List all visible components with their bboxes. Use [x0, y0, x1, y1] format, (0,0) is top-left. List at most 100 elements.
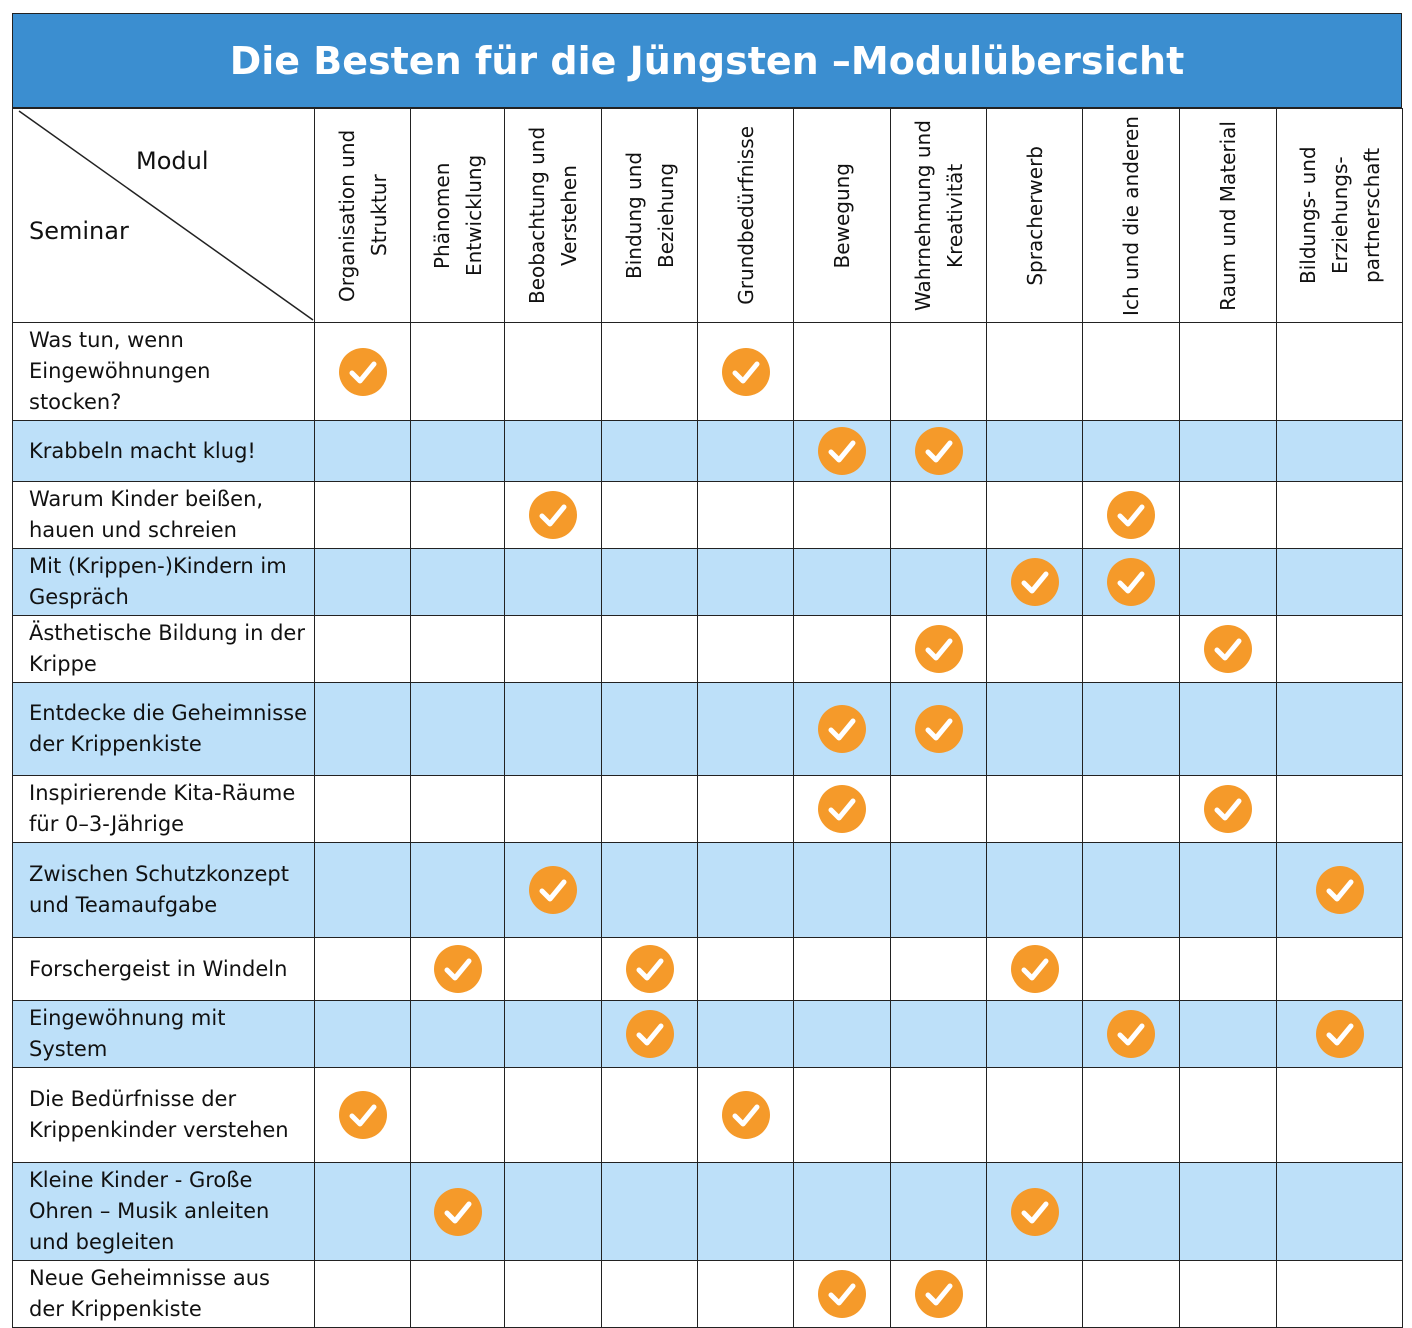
- module-header: Ich und die anderen: [1082, 108, 1180, 323]
- module-cell: [697, 1000, 794, 1068]
- page-title: Die Besten für die Jüngsten –Modulübersi…: [229, 38, 1185, 83]
- check-icon: [1010, 1187, 1059, 1236]
- module-cell: [314, 1067, 411, 1163]
- module-header: Bindung und Beziehung: [601, 108, 698, 323]
- module-cell: [1082, 1067, 1180, 1163]
- module-cell: [1276, 322, 1403, 421]
- check-icon: [338, 1091, 387, 1139]
- table-body: Was tun, wenn Eingewöhnungen stocken? Kra…: [12, 322, 1403, 1328]
- module-cell: [986, 481, 1083, 549]
- check-icon: [1010, 945, 1059, 993]
- module-cell: [1276, 842, 1403, 938]
- table-row: Neue Geheimnisse aus der Krippenkiste: [12, 1260, 1403, 1328]
- module-cell: [410, 937, 505, 1001]
- table-row: Die Bedürfnisse der Krippenkinder verste…: [12, 1067, 1403, 1163]
- check-icon: [721, 347, 770, 396]
- check-icon: [338, 347, 387, 396]
- table-row: Entdecke die Geheimnisse der Krippenkist…: [12, 682, 1403, 776]
- check-icon: [433, 1187, 482, 1236]
- table-row: Zwischen Schutzkonzept und Teamaufgabe: [12, 842, 1403, 938]
- table-row: Eingewöhnung mit System: [12, 1000, 1403, 1068]
- module-cell: [986, 420, 1083, 482]
- module-cell: [890, 322, 987, 421]
- seminar-name: Eingewöhnung mit System: [12, 1000, 315, 1068]
- module-cell: [504, 322, 602, 421]
- module-cell: [1082, 1000, 1180, 1068]
- module-cell: [793, 1162, 891, 1261]
- module-cell: [890, 775, 987, 843]
- check-icon: [914, 625, 963, 673]
- module-cell: [1082, 322, 1180, 421]
- check-icon: [914, 427, 963, 475]
- seminar-name: Warum Kinder beißen, hauen und schreien: [12, 481, 315, 549]
- module-cell: [504, 481, 602, 549]
- module-label: Phänomen Entwicklung: [429, 154, 486, 277]
- module-cell: [986, 937, 1083, 1001]
- module-cell: [890, 1000, 987, 1068]
- check-icon: [1107, 491, 1155, 539]
- module-cell: [601, 775, 698, 843]
- module-label: Wahrnehmung und Kreativität: [910, 120, 967, 311]
- table-row: Inspirierende Kita-Räume für 0–3-Jährige: [12, 775, 1403, 843]
- module-cell: [504, 1260, 602, 1328]
- module-cell: [601, 481, 698, 549]
- module-cell: [697, 1067, 794, 1163]
- module-label: Grundbedürfnisse: [733, 126, 758, 305]
- seminar-label: Seminar: [29, 217, 129, 245]
- module-cell: [697, 1162, 794, 1261]
- module-cell: [1082, 615, 1180, 683]
- module-cell: [1276, 775, 1403, 843]
- module-label: Raum und Material: [1216, 120, 1240, 311]
- module-cell: [890, 420, 987, 482]
- module-cell: [697, 548, 794, 616]
- check-icon: [529, 866, 577, 914]
- module-header: Beobachtung und Verstehen: [504, 108, 602, 323]
- seminar-name: Inspirierende Kita-Räume für 0–3-Jährige: [12, 775, 315, 843]
- check-icon: [433, 945, 482, 993]
- module-cell: [1179, 322, 1277, 421]
- module-cell: [793, 842, 891, 938]
- module-cell: [793, 322, 891, 421]
- module-cell: [410, 1260, 505, 1328]
- check-icon: [818, 427, 866, 475]
- module-cell: [890, 615, 987, 683]
- seminar-name: Die Bedürfnisse der Krippenkinder verste…: [12, 1067, 315, 1163]
- seminar-name: Forschergeist in Windeln: [12, 937, 315, 1001]
- check-icon: [818, 1270, 866, 1318]
- module-cell: [697, 1260, 794, 1328]
- table-row: Kleine Kinder - Große Ohren – Musik anle…: [12, 1162, 1403, 1261]
- module-cell: [1179, 1162, 1277, 1261]
- module-label: Spracherwerb: [1022, 145, 1047, 286]
- module-cell: [504, 1067, 602, 1163]
- module-cell: [410, 615, 505, 683]
- module-cell: [1179, 615, 1277, 683]
- module-cell: [890, 842, 987, 938]
- table-row: Warum Kinder beißen, hauen und schreien: [12, 481, 1403, 549]
- module-cell: [697, 775, 794, 843]
- table-row: Forschergeist in Windeln: [12, 937, 1403, 1001]
- module-header: Raum und Material: [1179, 108, 1277, 323]
- module-cell: [986, 615, 1083, 683]
- module-label: Beobachtung und Verstehen: [525, 126, 581, 305]
- module-cell: [1276, 1000, 1403, 1068]
- check-icon: [1315, 1010, 1364, 1058]
- check-icon: [1107, 1010, 1155, 1058]
- module-cell: [1179, 481, 1277, 549]
- module-header: Bewegung: [793, 108, 891, 323]
- module-cell: [410, 842, 505, 938]
- module-cell: [1179, 1067, 1277, 1163]
- module-cell: [697, 682, 794, 776]
- module-cell: [410, 1162, 505, 1261]
- table-row: Mit (Krippen-)Kindern im Gespräch: [12, 548, 1403, 616]
- module-cell: [697, 842, 794, 938]
- module-cell: [314, 420, 411, 482]
- module-cell: [601, 1000, 698, 1068]
- module-cell: [410, 775, 505, 843]
- module-cell: [410, 548, 505, 616]
- module-cell: [601, 420, 698, 482]
- check-icon: [1010, 558, 1059, 606]
- module-cell: [793, 548, 891, 616]
- diagonal-divider: [18, 110, 314, 321]
- module-header: Phänomen Entwicklung: [410, 108, 505, 323]
- module-cell: [410, 481, 505, 549]
